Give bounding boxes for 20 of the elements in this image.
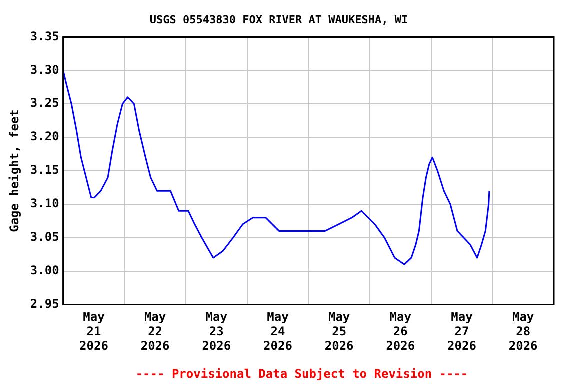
x-tick-label: May 26 2026	[386, 310, 416, 353]
y-tick-label: 3.30	[30, 62, 60, 77]
chart-title: USGS 05543830 FOX RIVER AT WAUKESHA, WI	[150, 13, 408, 26]
x-tick-label: May 21 2026	[80, 310, 108, 353]
y-tick-label: 2.95	[30, 296, 60, 311]
x-tick-label: May 28 2026	[508, 310, 538, 353]
x-tick-label: May 24 2026	[264, 310, 292, 353]
y-tick-label: 3.05	[30, 230, 60, 244]
y-tick-label: 3.00	[30, 263, 60, 278]
y-tick-label: 3.35	[30, 29, 60, 44]
y-tick-label: 3.10	[30, 196, 60, 211]
y-tick-label: 3.25	[30, 96, 60, 110]
y-tick-label: 3.15	[30, 163, 60, 178]
text: ---- Provisional Data Subject to Revision ----	[136, 367, 468, 382]
y-tick-label: 3.20	[30, 130, 60, 144]
y-axis-title: Gage height, feet	[7, 110, 22, 232]
x-tick-label: May 27 2026	[448, 310, 476, 353]
x-tick-label: May 23 2026	[202, 310, 232, 353]
x-tick-label: May 25 2026	[324, 310, 354, 353]
x-tick-label: May 22 2026	[140, 310, 170, 353]
